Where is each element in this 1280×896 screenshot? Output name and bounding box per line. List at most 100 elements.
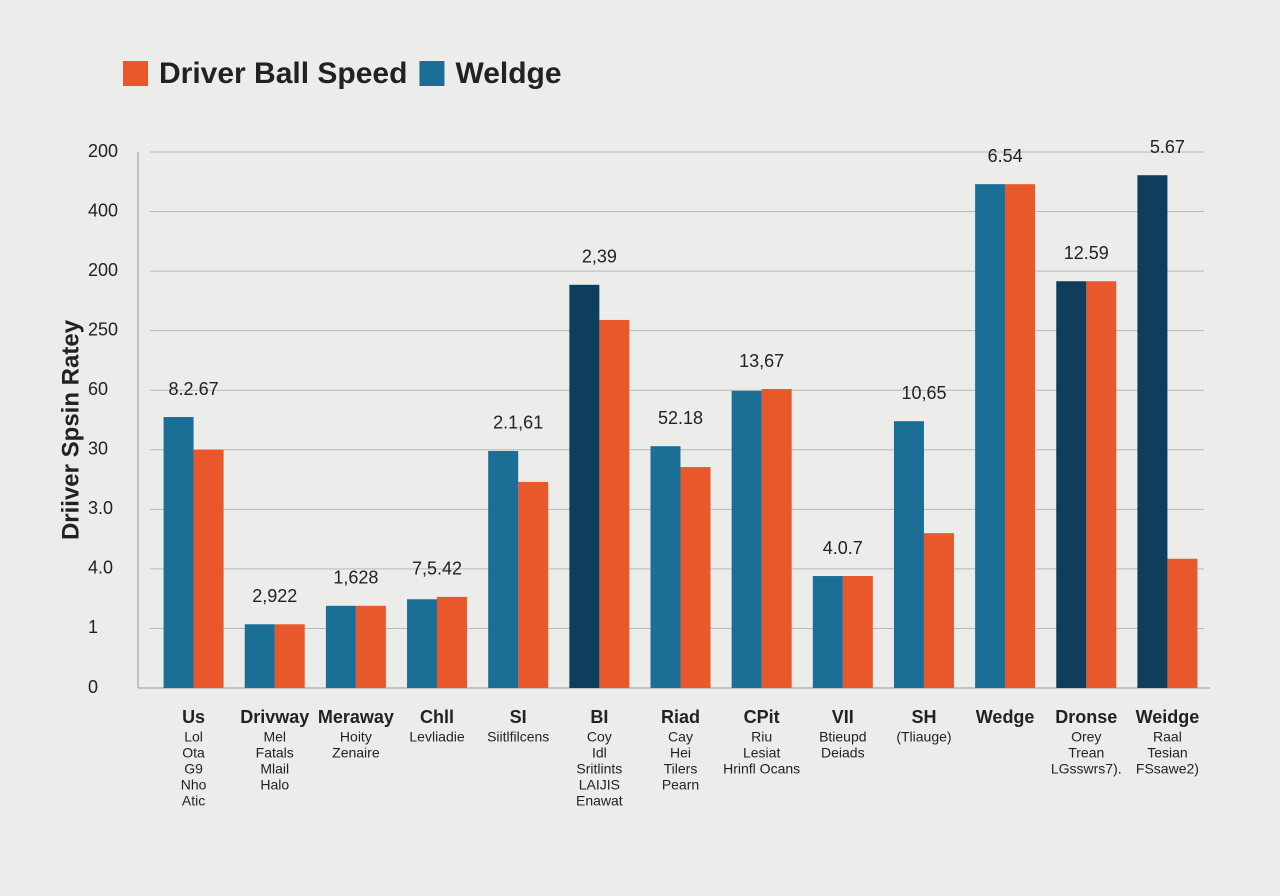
legend-swatch [419,61,445,86]
y-tick-label: 4.0 [88,558,113,578]
x-sublabel: Btieupd [819,729,866,745]
x-sublabel: (Tliauge) [896,729,951,745]
bar [193,449,224,688]
legend-swatch [123,61,148,86]
x-sublabel: Mel [263,729,286,745]
x-sublabel: Ota [182,745,205,761]
x-sublabel: LAIJIS [579,777,620,793]
x-sublabel: G9 [184,761,203,777]
bar [569,284,600,688]
bar [163,417,194,688]
bar [355,605,386,688]
bar [1005,184,1036,688]
bar [923,533,954,688]
x-sublabel: Levliadie [409,729,464,745]
x-tick-label: Riad [661,707,700,727]
x-sublabel: Sritlints [576,761,622,777]
x-sublabel: Siitlfilcens [487,729,549,745]
x-tick-label: VII [832,707,854,727]
annotation: 6.54 [988,146,1023,166]
x-sublabel: Pearn [662,777,699,793]
x-sublabel: Nho [181,777,207,793]
x-sublabel: Cay [668,729,693,745]
x-sublabel: Orey [1071,729,1101,745]
bar [1137,175,1168,688]
annotation: 8.2.67 [169,379,219,399]
x-sublabel: Hei [670,745,691,761]
x-tick-label: Weidge [1136,707,1200,727]
x-tick-label: Us [182,707,205,727]
annotation: 12.59 [1064,243,1109,263]
x-tick-label: CPit [744,707,780,727]
annotation: 2,39 [582,247,617,267]
x-sublabel: Hrinfl Ocans [723,761,800,777]
y-tick-label: 200 [88,141,118,161]
x-tick-label: Chll [420,707,454,727]
bar [680,467,711,688]
bar [1086,281,1117,688]
x-sublabel: Lol [184,729,203,745]
bar [761,389,792,688]
x-sublabel: Coy [587,729,612,745]
annotation: 7,5.42 [412,559,462,579]
x-sublabel: Tesian [1147,745,1187,761]
annotation: 1,628 [333,568,378,588]
y-tick-label: 400 [88,200,118,220]
bar [518,481,549,688]
bar [274,624,305,688]
x-tick-label: BI [590,707,608,727]
x-sublabel: Trean [1068,745,1104,761]
bar [893,421,924,688]
bar [599,319,630,688]
legend-label: Driver Ball Speed [159,57,407,90]
y-tick-label: 60 [88,379,108,399]
bar [842,576,873,688]
bar [407,599,438,688]
x-sublabel: Riu [751,729,772,745]
x-sublabel: Fatals [256,745,294,761]
x-sublabel: Halo [260,777,289,793]
annotation: 52.18 [658,408,703,428]
x-tick-label: Drivway [240,707,309,727]
x-sublabel: Lesiat [743,745,780,761]
annotation: 13,67 [739,351,784,371]
y-tick-label: 250 [88,319,118,339]
y-tick-label: 30 [88,439,108,459]
bar [731,390,762,688]
x-sublabel: Mlail [260,761,289,777]
x-tick-label: SH [911,707,936,727]
x-sublabel: Atic [182,793,205,809]
bar [488,450,519,688]
x-sublabel: Raal [1153,729,1182,745]
y-axis-title: Driiver Spsin Ratey [57,319,84,540]
y-tick-label: 3.0 [88,498,113,518]
y-tick-label: 1 [88,617,98,637]
y-tick-label: 200 [88,260,118,280]
annotation: 2.1,61 [493,413,543,433]
x-tick-label: Meraway [318,707,394,727]
bar [975,184,1006,688]
x-sublabel: FSsawe2) [1136,761,1199,777]
legend-label: Weldge [455,57,561,90]
x-sublabel: LGsswrs7). [1051,761,1122,777]
x-sublabel: Hoity [340,729,372,745]
annotation: 5.67 [1150,137,1185,157]
bar [1167,558,1198,688]
x-tick-label: Wedge [976,707,1035,727]
x-tick-label: Dronse [1055,707,1117,727]
bar [812,576,843,688]
y-tick-label: 0 [88,677,98,697]
annotation: 2,922 [252,586,297,606]
annotation: 10,65 [901,383,946,403]
x-sublabel: Zenaire [332,745,380,761]
x-sublabel: Deiads [821,745,865,761]
x-tick-label: SI [510,707,527,727]
bar [650,446,681,688]
x-sublabel: Enawat [576,793,623,809]
annotation: 4.0.7 [823,538,863,558]
x-sublabel: Tilers [664,761,698,777]
bar [437,596,468,688]
bar [325,605,356,688]
bar [1056,281,1087,688]
